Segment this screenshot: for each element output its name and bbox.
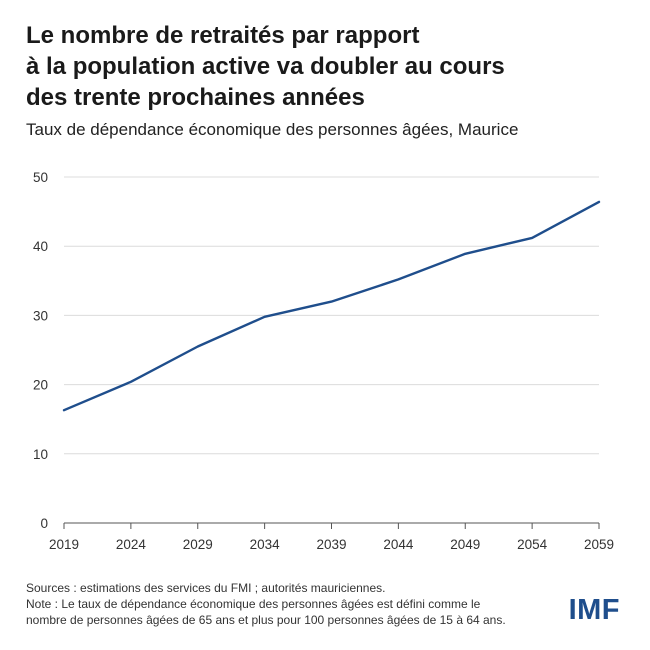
imf-logo: IMF: [568, 594, 620, 626]
note-line-2: nombre de personnes âgées de 65 ans et p…: [26, 613, 506, 627]
x-axis: 2019 2024 2029 2034 2039 2044 2049 2054 2059: [49, 522, 614, 552]
title-line-1: Le nombre de retraités par rapport: [26, 22, 420, 49]
x-tick-label-2049: 2049: [450, 537, 480, 552]
series-layer: [62, 200, 601, 412]
chart-footer: Sources : estimations des services du FM…: [26, 580, 546, 628]
grid-lines: [64, 176, 599, 455]
x-tick-label-2039: 2039: [316, 537, 346, 552]
x-tick-label-2019: 2019: [49, 537, 79, 552]
x-tick-label-2059: 2059: [584, 537, 614, 552]
y-tick-label-40: 40: [33, 239, 48, 254]
series-line-0: [62, 200, 601, 412]
x-tick-label-2029: 2029: [183, 537, 213, 552]
x-tick-label-2044: 2044: [383, 537, 414, 552]
title-line-2: à la population active va doubler au cou…: [26, 53, 505, 80]
chart-title: Le nombre de retraités par rapport à la …: [26, 20, 626, 113]
y-tick-label-20: 20: [33, 378, 48, 393]
y-axis-ticks: 0 10 20 30 40 50: [33, 170, 48, 531]
note-line-1: Note : Le taux de dépendance économique …: [26, 597, 481, 611]
title-line-3: des trente prochaines années: [26, 84, 365, 111]
x-tick-label-2054: 2054: [517, 537, 548, 552]
line-chart: 0 10 20 30 40 50 2019 2024 2029 2034 2039 2044 2049…: [33, 170, 614, 552]
x-tick-label-2024: 2024: [116, 537, 147, 552]
x-tick-label-2034: 2034: [250, 537, 281, 552]
sources-text: Sources : estimations des services du FM…: [26, 581, 386, 595]
y-tick-label-0: 0: [40, 516, 48, 531]
chart-subtitle: Taux de dépendance économique des person…: [26, 120, 519, 139]
y-tick-label-30: 30: [33, 308, 48, 323]
y-tick-label-10: 10: [33, 447, 48, 462]
y-tick-label-50: 50: [33, 170, 48, 185]
